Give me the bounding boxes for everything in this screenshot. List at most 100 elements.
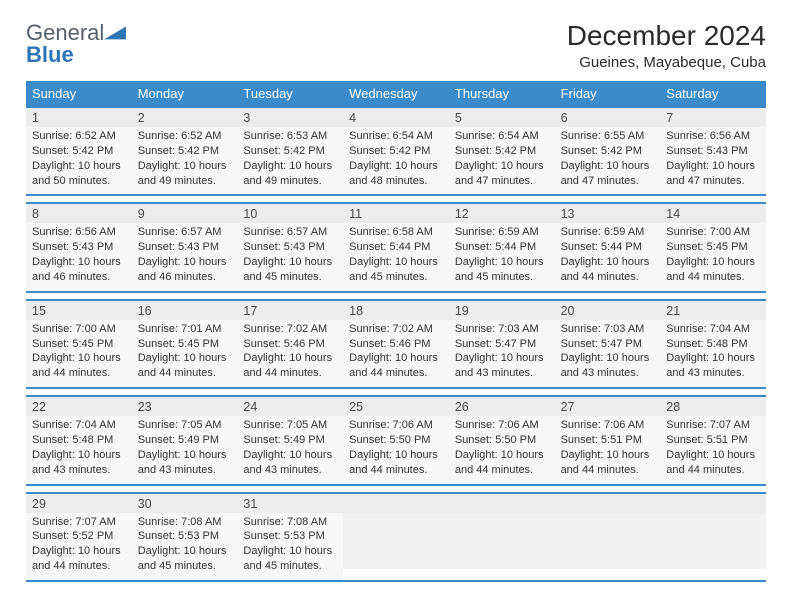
daylight-text: Daylight: 10 hours and 44 minutes. xyxy=(349,448,443,478)
day-number: 17 xyxy=(237,301,343,320)
calendar-header-row: SundayMondayTuesdayWednesdayThursdayFrid… xyxy=(26,81,766,106)
calendar-cell: 11Sunrise: 6:58 AMSunset: 5:44 PMDayligh… xyxy=(343,204,449,290)
calendar-cell: 15Sunrise: 7:00 AMSunset: 5:45 PMDayligh… xyxy=(26,301,132,387)
calendar-week: 1Sunrise: 6:52 AMSunset: 5:42 PMDaylight… xyxy=(26,106,766,196)
calendar-cell: 20Sunrise: 7:03 AMSunset: 5:47 PMDayligh… xyxy=(555,301,661,387)
day-number: 4 xyxy=(343,108,449,127)
daylight-text: Daylight: 10 hours and 44 minutes. xyxy=(243,351,337,381)
day-body: Sunrise: 6:52 AMSunset: 5:42 PMDaylight:… xyxy=(26,127,132,194)
daylight-text: Daylight: 10 hours and 43 minutes. xyxy=(32,448,126,478)
sunrise-text: Sunrise: 6:57 AM xyxy=(138,225,232,240)
calendar-week: 15Sunrise: 7:00 AMSunset: 5:45 PMDayligh… xyxy=(26,299,766,389)
daylight-text: Daylight: 10 hours and 43 minutes. xyxy=(561,351,655,381)
day-number: 16 xyxy=(132,301,238,320)
day-label: Sunday xyxy=(26,81,132,106)
calendar-cell: 18Sunrise: 7:02 AMSunset: 5:46 PMDayligh… xyxy=(343,301,449,387)
daylight-text: Daylight: 10 hours and 45 minutes. xyxy=(455,255,549,285)
day-number xyxy=(660,494,766,514)
day-number: 10 xyxy=(237,204,343,223)
sunset-text: Sunset: 5:42 PM xyxy=(561,144,655,159)
day-number: 12 xyxy=(449,204,555,223)
daylight-text: Daylight: 10 hours and 44 minutes. xyxy=(666,255,760,285)
sunset-text: Sunset: 5:43 PM xyxy=(243,240,337,255)
day-label: Saturday xyxy=(660,81,766,106)
daylight-text: Daylight: 10 hours and 46 minutes. xyxy=(32,255,126,285)
day-number: 13 xyxy=(555,204,661,223)
calendar-cell: 16Sunrise: 7:01 AMSunset: 5:45 PMDayligh… xyxy=(132,301,238,387)
day-number: 15 xyxy=(26,301,132,320)
sunset-text: Sunset: 5:48 PM xyxy=(666,337,760,352)
day-body: Sunrise: 6:56 AMSunset: 5:43 PMDaylight:… xyxy=(26,223,132,290)
day-body xyxy=(660,514,766,569)
sunset-text: Sunset: 5:50 PM xyxy=(349,433,443,448)
sunrise-text: Sunrise: 6:54 AM xyxy=(349,129,443,144)
daylight-text: Daylight: 10 hours and 45 minutes. xyxy=(243,255,337,285)
day-number xyxy=(555,494,661,514)
day-body: Sunrise: 7:06 AMSunset: 5:51 PMDaylight:… xyxy=(555,416,661,483)
sunrise-text: Sunrise: 7:07 AM xyxy=(32,515,126,530)
calendar-cell: 25Sunrise: 7:06 AMSunset: 5:50 PMDayligh… xyxy=(343,397,449,483)
location: Gueines, Mayabeque, Cuba xyxy=(567,54,766,71)
calendar-cell: 1Sunrise: 6:52 AMSunset: 5:42 PMDaylight… xyxy=(26,108,132,194)
day-body: Sunrise: 6:56 AMSunset: 5:43 PMDaylight:… xyxy=(660,127,766,194)
daylight-text: Daylight: 10 hours and 44 minutes. xyxy=(666,448,760,478)
calendar-cell: 7Sunrise: 6:56 AMSunset: 5:43 PMDaylight… xyxy=(660,108,766,194)
sunrise-text: Sunrise: 7:02 AM xyxy=(243,322,337,337)
day-body: Sunrise: 7:06 AMSunset: 5:50 PMDaylight:… xyxy=(343,416,449,483)
day-body: Sunrise: 7:04 AMSunset: 5:48 PMDaylight:… xyxy=(26,416,132,483)
sunset-text: Sunset: 5:51 PM xyxy=(561,433,655,448)
sunrise-text: Sunrise: 7:06 AM xyxy=(455,418,549,433)
day-number: 3 xyxy=(237,108,343,127)
day-body: Sunrise: 7:01 AMSunset: 5:45 PMDaylight:… xyxy=(132,320,238,387)
calendar-cell: 27Sunrise: 7:06 AMSunset: 5:51 PMDayligh… xyxy=(555,397,661,483)
sunrise-text: Sunrise: 7:06 AM xyxy=(349,418,443,433)
day-number: 1 xyxy=(26,108,132,127)
day-body: Sunrise: 7:05 AMSunset: 5:49 PMDaylight:… xyxy=(132,416,238,483)
daylight-text: Daylight: 10 hours and 44 minutes. xyxy=(32,351,126,381)
day-body: Sunrise: 6:58 AMSunset: 5:44 PMDaylight:… xyxy=(343,223,449,290)
sunrise-text: Sunrise: 6:52 AM xyxy=(138,129,232,144)
sunset-text: Sunset: 5:46 PM xyxy=(349,337,443,352)
daylight-text: Daylight: 10 hours and 45 minutes. xyxy=(349,255,443,285)
daylight-text: Daylight: 10 hours and 44 minutes. xyxy=(32,544,126,574)
calendar-cell: 9Sunrise: 6:57 AMSunset: 5:43 PMDaylight… xyxy=(132,204,238,290)
daylight-text: Daylight: 10 hours and 44 minutes. xyxy=(455,448,549,478)
calendar-cell: 6Sunrise: 6:55 AMSunset: 5:42 PMDaylight… xyxy=(555,108,661,194)
day-number: 8 xyxy=(26,204,132,223)
title-block: December 2024 Gueines, Mayabeque, Cuba xyxy=(567,20,766,71)
sunset-text: Sunset: 5:49 PM xyxy=(243,433,337,448)
calendar-cell: 12Sunrise: 6:59 AMSunset: 5:44 PMDayligh… xyxy=(449,204,555,290)
day-number: 18 xyxy=(343,301,449,320)
sunrise-text: Sunrise: 7:06 AM xyxy=(561,418,655,433)
calendar-cell: 30Sunrise: 7:08 AMSunset: 5:53 PMDayligh… xyxy=(132,494,238,580)
day-number: 25 xyxy=(343,397,449,416)
day-body: Sunrise: 7:05 AMSunset: 5:49 PMDaylight:… xyxy=(237,416,343,483)
day-number: 21 xyxy=(660,301,766,320)
sunset-text: Sunset: 5:51 PM xyxy=(666,433,760,448)
day-number: 14 xyxy=(660,204,766,223)
day-number: 11 xyxy=(343,204,449,223)
day-number xyxy=(343,494,449,514)
sunrise-text: Sunrise: 6:53 AM xyxy=(243,129,337,144)
sunset-text: Sunset: 5:49 PM xyxy=(138,433,232,448)
sunset-text: Sunset: 5:48 PM xyxy=(32,433,126,448)
sunrise-text: Sunrise: 7:03 AM xyxy=(561,322,655,337)
sunrise-text: Sunrise: 7:04 AM xyxy=(32,418,126,433)
daylight-text: Daylight: 10 hours and 45 minutes. xyxy=(138,544,232,574)
calendar-cell: 5Sunrise: 6:54 AMSunset: 5:42 PMDaylight… xyxy=(449,108,555,194)
day-label: Wednesday xyxy=(343,81,449,106)
sunset-text: Sunset: 5:44 PM xyxy=(561,240,655,255)
calendar-body: 1Sunrise: 6:52 AMSunset: 5:42 PMDaylight… xyxy=(26,106,766,582)
sunset-text: Sunset: 5:44 PM xyxy=(349,240,443,255)
day-number: 2 xyxy=(132,108,238,127)
sunset-text: Sunset: 5:52 PM xyxy=(32,529,126,544)
daylight-text: Daylight: 10 hours and 44 minutes. xyxy=(561,448,655,478)
sunrise-text: Sunrise: 6:55 AM xyxy=(561,129,655,144)
sunrise-text: Sunrise: 6:59 AM xyxy=(455,225,549,240)
day-body xyxy=(343,514,449,569)
day-body: Sunrise: 6:53 AMSunset: 5:42 PMDaylight:… xyxy=(237,127,343,194)
daylight-text: Daylight: 10 hours and 49 minutes. xyxy=(243,159,337,189)
day-body: Sunrise: 6:59 AMSunset: 5:44 PMDaylight:… xyxy=(555,223,661,290)
daylight-text: Daylight: 10 hours and 49 minutes. xyxy=(138,159,232,189)
day-number: 20 xyxy=(555,301,661,320)
